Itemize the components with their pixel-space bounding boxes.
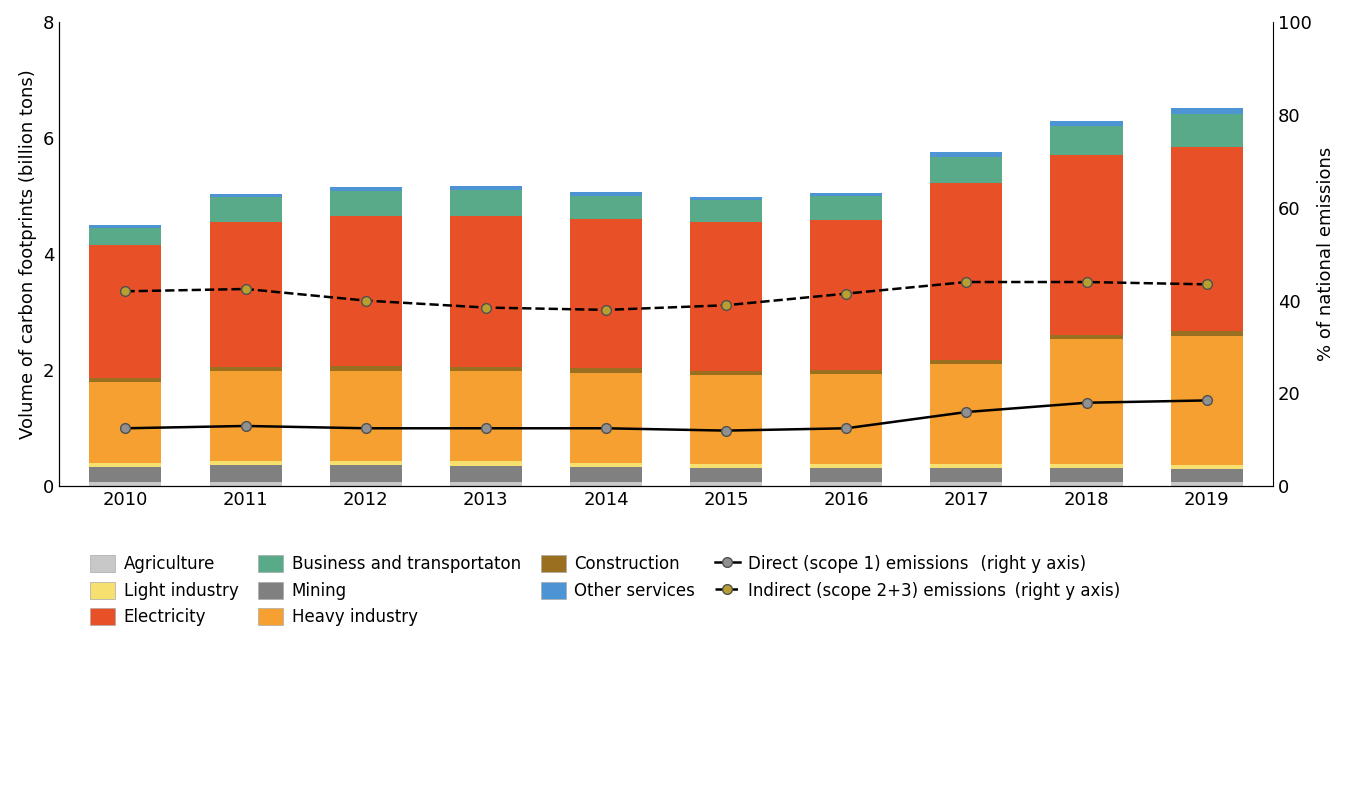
Bar (1170, 336, 1242, 465)
Bar (570, 195, 643, 219)
Bar (89, 228, 162, 246)
Bar (450, 371, 522, 462)
Bar (1050, 335, 1123, 339)
Bar (690, 221, 763, 371)
Bar (1050, 482, 1123, 487)
Y-axis label: Volume of carbon footprints (billion tons): Volume of carbon footprints (billion ton… (19, 69, 38, 439)
Bar (810, 482, 883, 487)
Bar (329, 188, 402, 192)
Bar (209, 371, 282, 461)
Bar (329, 466, 402, 482)
Bar (810, 192, 883, 196)
Bar (930, 152, 1003, 157)
Bar (89, 246, 162, 378)
Bar (930, 360, 1003, 364)
Bar (450, 186, 522, 190)
Bar (810, 221, 883, 371)
Bar (1170, 147, 1242, 331)
Bar (570, 462, 643, 466)
Bar (209, 194, 282, 197)
Bar (1170, 465, 1242, 469)
Bar (1170, 482, 1242, 487)
Legend: Agriculture, Light industry, Electricity, Business and transportaton, Mining, He: Agriculture, Light industry, Electricity… (90, 555, 1120, 626)
Bar (329, 192, 402, 217)
Bar (930, 184, 1003, 360)
Bar (1170, 331, 1242, 336)
Bar (209, 482, 282, 487)
Bar (1050, 469, 1123, 482)
Bar (89, 482, 162, 487)
Bar (690, 375, 763, 464)
Bar (89, 225, 162, 228)
Bar (209, 461, 282, 466)
Bar (570, 482, 643, 487)
Bar (209, 197, 282, 221)
Bar (450, 367, 522, 371)
Bar (570, 466, 643, 482)
Bar (930, 482, 1003, 487)
Bar (930, 464, 1003, 469)
Bar (1050, 155, 1123, 335)
Bar (810, 464, 883, 469)
Bar (570, 192, 643, 195)
Bar (570, 373, 643, 462)
Bar (329, 461, 402, 466)
Bar (810, 196, 883, 221)
Bar (690, 197, 763, 200)
Bar (450, 216, 522, 367)
Y-axis label: % of national emissions: % of national emissions (1318, 147, 1335, 361)
Bar (570, 368, 643, 373)
Bar (450, 190, 522, 216)
Bar (690, 468, 763, 482)
Bar (810, 469, 883, 482)
Bar (1050, 121, 1123, 126)
Bar (1170, 108, 1242, 114)
Bar (810, 374, 883, 464)
Bar (209, 466, 282, 482)
Bar (450, 466, 522, 482)
Bar (89, 463, 162, 467)
Bar (1050, 464, 1123, 469)
Bar (89, 382, 162, 463)
Bar (930, 469, 1003, 482)
Bar (1170, 469, 1242, 482)
Bar (209, 367, 282, 371)
Bar (1170, 114, 1242, 147)
Bar (690, 464, 763, 468)
Bar (690, 482, 763, 487)
Bar (570, 219, 643, 368)
Bar (930, 157, 1003, 184)
Bar (329, 371, 402, 461)
Bar (1050, 339, 1123, 464)
Bar (89, 467, 162, 482)
Bar (1050, 126, 1123, 155)
Bar (209, 221, 282, 367)
Bar (450, 462, 522, 466)
Bar (690, 200, 763, 221)
Bar (329, 366, 402, 371)
Bar (89, 378, 162, 382)
Bar (450, 482, 522, 487)
Bar (329, 482, 402, 487)
Bar (329, 217, 402, 366)
Bar (930, 364, 1003, 464)
Bar (810, 371, 883, 374)
Bar (690, 371, 763, 375)
